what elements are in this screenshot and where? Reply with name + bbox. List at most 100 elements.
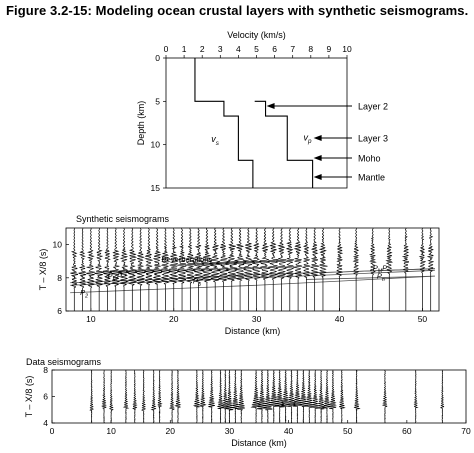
data-trace (122, 370, 130, 424)
synthetic-trace (185, 228, 197, 311)
velocity-tick-label: 8 (308, 44, 313, 54)
synthetic-trace (318, 228, 328, 311)
synthetic-x-axis-label: Distance (km) (225, 326, 281, 336)
data-trace (193, 370, 201, 424)
synthetic-y-tick-label: 6 (57, 306, 62, 316)
synthetic-trace (426, 228, 434, 311)
data-x-tick-label: 20 (166, 426, 176, 436)
velocity-tick-label: 4 (236, 44, 241, 54)
velocity-depth-panel: 0 1 2 3 4 5 6 7 8 9 10 0 5 10 15 Velocity (km/s) Depth (… (136, 30, 388, 193)
data-y-tick-label: 4 (43, 418, 48, 428)
synthetic-x-tick-label: 20 (169, 314, 179, 324)
synthetic-x-tick-label: 40 (335, 314, 345, 324)
synthetic-trace (352, 228, 360, 311)
velocity-tick-label: 6 (272, 44, 277, 54)
depth-axis-label: Depth (km) (136, 101, 146, 146)
synthetic-trace (168, 228, 180, 311)
data-trace (305, 370, 314, 424)
synthetic-trace (258, 228, 271, 311)
synthetic-trace (85, 228, 96, 311)
synthetic-trace (177, 228, 188, 311)
synthetic-trace (385, 228, 393, 311)
data-trace (199, 370, 207, 424)
velocity-tick-label: 3 (218, 44, 223, 54)
synthetic-y-tick-label: 8 (57, 273, 62, 283)
synthetic-y-tick-label: 10 (53, 240, 63, 250)
data-trace (168, 370, 175, 424)
synthetic-trace (284, 228, 295, 311)
data-plot-frame (51, 369, 467, 424)
synthetic-trace (134, 228, 146, 311)
data-trace (132, 370, 138, 424)
depth-tick-label: 0 (155, 53, 160, 63)
velocity-tick-label: 2 (200, 44, 205, 54)
synthetic-trace (192, 228, 206, 311)
data-trace (237, 370, 245, 424)
data-x-tick-label: 0 (50, 426, 55, 436)
phase-label: PMP (373, 263, 387, 274)
synthetic-trace (94, 228, 105, 311)
synthetic-trace (225, 228, 239, 311)
annotation-label: Mantle (358, 173, 385, 183)
synthetic-trace (276, 228, 288, 311)
data-trace (316, 370, 326, 424)
data-x-tick-label: 50 (343, 426, 353, 436)
data-trace (287, 370, 296, 424)
velocity-tick-label: 1 (182, 44, 187, 54)
data-trace (338, 370, 346, 424)
data-trace (298, 370, 308, 424)
data-seismograms-panel: Data seismograms 0 10 20 30 40 50 60 70 4 6 8 Distan… (24, 357, 471, 448)
data-trace (250, 370, 261, 424)
synthetic-trace (144, 228, 155, 311)
data-trace (216, 370, 225, 424)
data-trace (230, 370, 239, 424)
data-trace (321, 370, 332, 424)
synthetic-trace (70, 228, 79, 311)
data-trace (292, 370, 303, 424)
data-trace (101, 370, 107, 424)
velocity-profile-v_s (194, 58, 254, 188)
synthetic-trace (103, 228, 113, 311)
data-trace (281, 370, 291, 424)
annotation-arrowhead (266, 103, 275, 109)
data-y-tick-label: 8 (43, 365, 48, 375)
depth-tick-label: 10 (151, 140, 161, 150)
synthetic-trace (216, 228, 231, 311)
synthetic-trace (242, 228, 256, 311)
phase-label: Pn (377, 272, 385, 283)
velocity-tick-label: 9 (327, 44, 332, 54)
velocity-plot-frame (165, 57, 348, 189)
synthetic-trace (267, 228, 279, 311)
data-trace (413, 370, 419, 424)
depth-tick-label: 15 (151, 183, 161, 193)
data-trace (207, 370, 215, 424)
synthetic-trace (151, 228, 163, 311)
synthetic-trace (302, 228, 311, 311)
data-trace (381, 370, 388, 424)
velocity-tick-label: 10 (342, 44, 352, 54)
phase-label: P2 (80, 288, 88, 299)
data-trace (157, 370, 163, 423)
phase-label: P3 (193, 277, 201, 288)
data-trace (174, 370, 182, 424)
synthetic-plot-frame (65, 227, 440, 312)
synthetic-trace (109, 228, 123, 311)
data-trace (263, 370, 273, 424)
data-trace (225, 370, 234, 424)
synthetic-trace (418, 228, 427, 311)
synthetic-x-tick-label: 50 (418, 314, 428, 324)
data-trace (256, 370, 268, 424)
annotation-label: Layer 2 (358, 102, 388, 112)
synthetic-panel-title: Synthetic seismograms (76, 214, 170, 224)
data-x-tick-label: 70 (461, 426, 471, 436)
synthetic-trace (293, 228, 303, 311)
synthetic-trace (310, 228, 320, 311)
vp-series-label: vp (304, 132, 313, 145)
data-trace (222, 370, 230, 424)
data-panel-title: Data seismograms (26, 357, 102, 367)
synthetic-trace (200, 228, 214, 311)
depth-tick-label: 5 (155, 96, 160, 106)
synthetic-seismograms-panel: Synthetic seismograms 10 20 30 40 50 6 8 10 Dista… (38, 214, 440, 336)
synthetic-trace (78, 228, 87, 311)
velocity-axis-label: Velocity (km/s) (227, 30, 286, 40)
